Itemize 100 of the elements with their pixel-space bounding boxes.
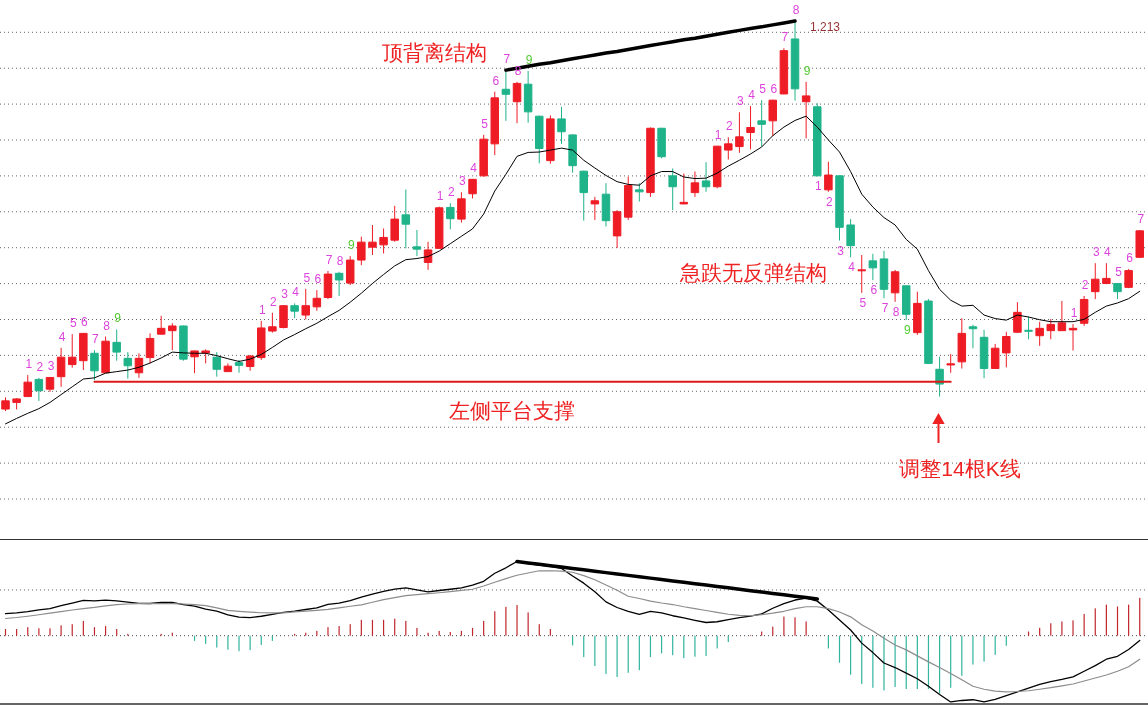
candlestick: [813, 102, 822, 177]
candlestick: [56, 347, 66, 388]
candlestick: [1046, 318, 1056, 340]
text: 5: [759, 82, 766, 97]
candlestick: [1013, 301, 1022, 334]
candlestick: [1068, 323, 1078, 352]
text: 2: [36, 359, 44, 374]
candlestick: [857, 254, 866, 294]
text: 6: [1126, 251, 1133, 266]
candlestick: [145, 332, 155, 364]
text: 9: [347, 238, 355, 253]
candlestick: [1002, 331, 1011, 368]
text: 9: [525, 52, 533, 67]
candlestick: [101, 336, 110, 374]
text: 4: [748, 88, 755, 103]
candlestick: [257, 320, 266, 361]
text: 2: [270, 294, 277, 309]
candlestick: [757, 99, 766, 147]
text: 6: [870, 282, 878, 297]
candlestick: [45, 376, 55, 393]
candlestick: [568, 133, 577, 174]
candlestick: [724, 136, 733, 160]
candlestick: [490, 91, 500, 156]
candlestick: [357, 236, 366, 266]
text: 8: [103, 318, 110, 333]
candlestick: [323, 270, 333, 300]
candlestick: [1124, 268, 1133, 289]
text: 1: [258, 302, 266, 317]
candlestick: [268, 312, 277, 334]
candlestick: [979, 329, 989, 379]
candlestick: [768, 99, 778, 137]
text: 6: [492, 73, 500, 88]
text: 3: [47, 359, 55, 374]
candlestick: [890, 269, 900, 303]
candlestick: [390, 205, 399, 243]
text: 5: [303, 270, 311, 285]
text: 4: [848, 260, 855, 275]
candlestick: [1102, 262, 1111, 285]
candlestick: [290, 302, 299, 319]
candlestick: [735, 111, 744, 154]
candlestick: [457, 191, 466, 224]
candlestick: [835, 174, 844, 242]
candlestick: [535, 115, 544, 164]
candlestick: [512, 81, 522, 124]
candlestick: [901, 284, 911, 321]
candlestick: [679, 172, 689, 205]
candlestick: [879, 250, 889, 299]
candlestick: [824, 161, 833, 193]
candlestick: [990, 343, 1000, 370]
candlestick: [312, 289, 322, 312]
candlestick: [846, 218, 855, 258]
candlestick: [201, 348, 210, 364]
candlestick: [379, 227, 388, 254]
candlestick: [1, 396, 10, 412]
text: 4: [292, 285, 299, 300]
candlestick: [345, 255, 355, 286]
candlestick: [212, 351, 222, 378]
text: 7: [325, 252, 333, 267]
candlestick: [646, 126, 655, 198]
candlestick: [112, 328, 121, 362]
candlestick: [279, 304, 288, 329]
candlestick: [623, 176, 633, 221]
text: 8: [792, 3, 800, 17]
candlestick: [1057, 300, 1067, 332]
candlestick: [557, 106, 566, 145]
text: 9: [114, 311, 122, 326]
candlestick: [1091, 262, 1100, 300]
text: 1: [714, 127, 722, 142]
text: 3: [281, 287, 288, 302]
candlestick: [23, 374, 32, 398]
candlestick: [1113, 282, 1122, 300]
candlestick: [668, 167, 677, 211]
candlestick: [801, 81, 811, 139]
text: 5: [1115, 265, 1122, 280]
candlestick: [868, 253, 878, 281]
candlestick: [79, 332, 88, 371]
candlestick: [579, 170, 588, 222]
text: 7: [781, 30, 789, 45]
candlestick: [635, 182, 644, 203]
candlestick: [134, 352, 144, 379]
candlestick: [434, 206, 444, 250]
text: 2: [1081, 277, 1089, 292]
candlestick: [1035, 321, 1044, 347]
candlestick: [334, 271, 344, 297]
candlestick: [690, 171, 700, 198]
text: 7: [503, 52, 511, 67]
candlestick: [34, 377, 44, 402]
text: 3: [837, 243, 844, 258]
text: 1: [436, 188, 444, 203]
text: 5: [69, 316, 77, 331]
text: 3: [459, 174, 466, 189]
candlestick: [935, 356, 944, 398]
text: 6: [770, 81, 778, 96]
text: 1: [814, 179, 822, 194]
annotation: 急跌无反弹结构: [678, 260, 827, 284]
candlestick: [701, 161, 711, 193]
candlestick: [412, 229, 422, 257]
text: 7: [881, 301, 889, 316]
text: 1: [25, 357, 33, 372]
candlestick: [957, 317, 967, 369]
